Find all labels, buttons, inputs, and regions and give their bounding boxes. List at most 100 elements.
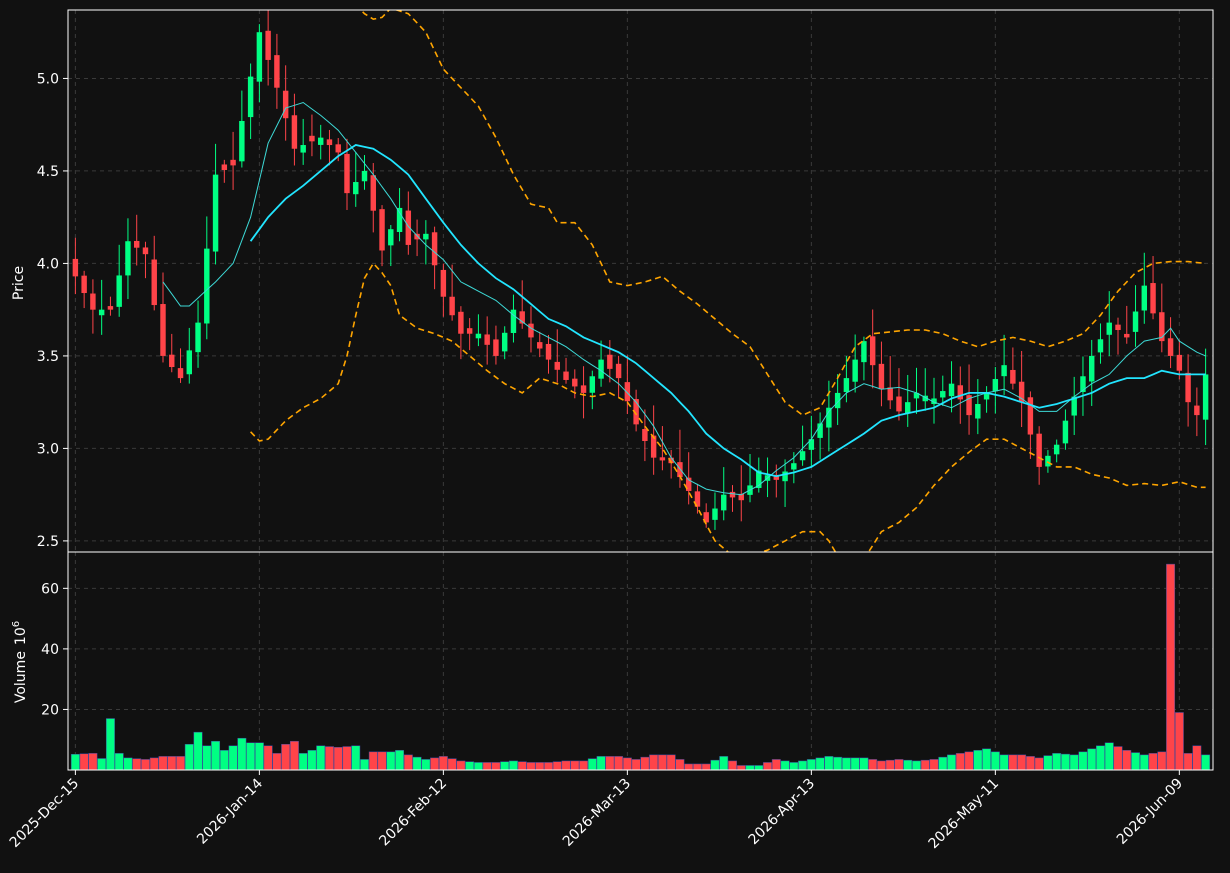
x-tick-label: 2026-Jun-09 (1114, 776, 1186, 848)
volume-panel: 20 40 60 (41, 551, 1214, 771)
volume-bar (780, 760, 790, 770)
volume-bar (579, 760, 589, 770)
candle-body (388, 229, 394, 246)
candle-body (510, 309, 517, 334)
volume-bar (193, 731, 203, 770)
volume-bar (254, 742, 264, 770)
volume-bar (105, 718, 115, 770)
price-panel-frame (67, 9, 1214, 553)
volume-bar (1104, 742, 1114, 770)
volume-bars-group (70, 563, 1211, 770)
candle-body (712, 508, 718, 520)
candle-body (230, 159, 236, 166)
x-tick-label: 2026-Jan-14 (194, 775, 266, 847)
candle-body (808, 439, 815, 450)
candle-body (729, 491, 736, 498)
price-tick-label: 2.5 (37, 534, 59, 550)
candle-body (615, 363, 622, 379)
volume-bar (736, 765, 746, 770)
volume-tick-label: 20 (41, 702, 59, 718)
candle-body (1001, 365, 1007, 377)
candle-body (116, 275, 122, 307)
volume-bar (272, 753, 282, 770)
volume-bar (228, 745, 238, 770)
volume-bar (263, 745, 273, 770)
candle-body (791, 463, 797, 470)
candle-body (834, 392, 841, 409)
volume-bar (614, 756, 624, 770)
candle-body (169, 354, 175, 368)
volume-bar (500, 761, 510, 770)
volume-panel-frame (67, 551, 1214, 771)
candle-body (1036, 433, 1042, 467)
volume-bar (876, 760, 886, 770)
candle-body (983, 392, 990, 400)
candle-body (1010, 369, 1016, 384)
price-tick-label: 3.5 (37, 349, 59, 365)
candle-body (528, 323, 534, 338)
volume-bar (1008, 754, 1018, 770)
volume-bar (745, 765, 755, 770)
volume-bar (1139, 754, 1149, 770)
volume-bar (894, 759, 904, 770)
volume-bar (430, 757, 440, 770)
candle-body (563, 371, 569, 380)
volume-bar (929, 759, 939, 770)
volume-bar (815, 757, 825, 770)
candle-body (852, 359, 858, 382)
volume-bar (237, 737, 247, 770)
candle-body (493, 339, 499, 356)
candle-body (98, 309, 105, 316)
candle-body (966, 395, 972, 416)
candle-body (957, 385, 964, 400)
candle-body (274, 55, 280, 88)
volume-tick-label: 60 (41, 581, 59, 597)
volume-bar (587, 758, 597, 770)
volume-bar (473, 762, 483, 770)
volume-bar (649, 754, 659, 770)
volume-bar (70, 754, 80, 770)
candle-body (1141, 285, 1148, 311)
candle-body (291, 115, 298, 149)
volume-bar (868, 759, 878, 770)
volume-bar (491, 762, 501, 770)
candle-body (239, 120, 245, 162)
volume-bar (1174, 712, 1184, 770)
volume-bar (79, 753, 89, 770)
candle-body (405, 210, 412, 245)
candle-body (1089, 355, 1095, 382)
candle-body (738, 493, 744, 501)
candle-body (1071, 396, 1077, 416)
candle-body (992, 379, 999, 392)
volume-bar (570, 760, 580, 770)
volume-bar (1157, 751, 1167, 770)
volume-bar (754, 765, 764, 770)
volume-bar (1078, 751, 1088, 770)
volume-bar (938, 756, 948, 770)
volume-bar (1192, 745, 1202, 770)
x-tick-label: 2026-Apr-13 (746, 776, 819, 849)
candle-body (633, 399, 639, 425)
candle-body (975, 404, 981, 419)
volume-bar (342, 746, 352, 770)
candle-body (1062, 420, 1069, 444)
bollinger-upper-line (359, 10, 1206, 417)
candle-body (905, 402, 911, 414)
candle-body (913, 392, 920, 399)
candle-body (817, 423, 823, 438)
candle-body (1124, 333, 1130, 338)
volume-bar (447, 758, 457, 770)
candle-body (466, 328, 473, 334)
candle-body (212, 174, 219, 252)
candle-body (1115, 324, 1121, 331)
volume-bar (982, 748, 992, 770)
volume-bar (307, 750, 317, 770)
volume-bar (1087, 748, 1097, 770)
candle-body (878, 363, 885, 390)
volume-axis-label: Volume 106 (11, 621, 29, 703)
x-tick-label: 2026-May-11 (926, 776, 1003, 853)
candle-body (545, 343, 552, 360)
candle-body (1027, 397, 1034, 435)
volume-bar (903, 759, 913, 770)
